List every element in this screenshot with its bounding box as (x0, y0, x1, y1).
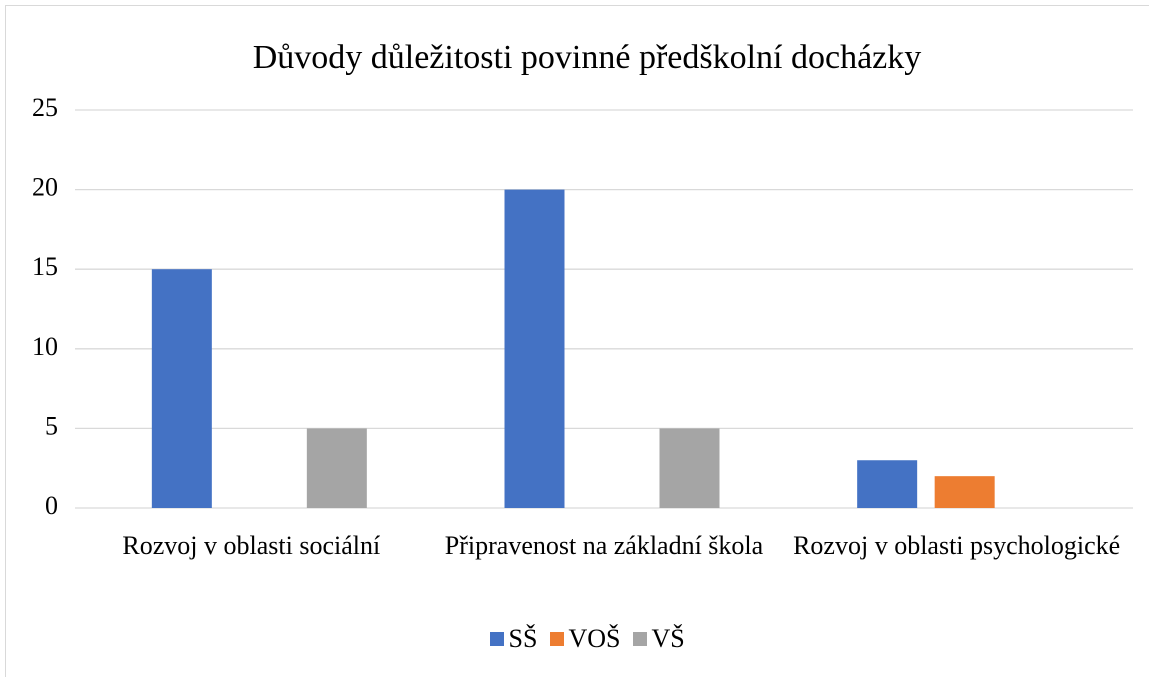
bar (857, 460, 918, 508)
legend-swatch (489, 632, 504, 646)
y-tick-label: 5 (45, 411, 58, 440)
legend-item: SŠ (489, 624, 538, 654)
chart-title: Důvody důležitosti povinné předškolní do… (253, 39, 922, 76)
bar (504, 189, 565, 508)
chart-border (5, 5, 1149, 677)
x-tick-label: Připravenost na základní škola (444, 531, 764, 560)
bar (151, 269, 212, 508)
x-tick-label: Rozvoj v oblasti psychologické (793, 531, 1121, 560)
bar (306, 428, 367, 508)
legend-item: VOŠ (549, 624, 621, 654)
y-tick-label: 15 (32, 252, 58, 281)
legend-label: SŠ (508, 624, 538, 653)
y-tick-label: 20 (32, 173, 58, 202)
legend-label: VŠ (651, 624, 685, 653)
legend-label: VOŠ (568, 624, 621, 653)
y-tick-label: 25 (32, 93, 58, 122)
legend-swatch (632, 632, 647, 646)
y-tick-label: 0 (45, 491, 58, 520)
legend-swatch (549, 632, 564, 646)
bar (934, 476, 995, 508)
x-tick-label: Rozvoj v oblasti sociální (122, 531, 381, 560)
legend-item: VŠ (632, 624, 685, 654)
bar (659, 428, 720, 508)
y-tick-label: 10 (32, 332, 58, 361)
